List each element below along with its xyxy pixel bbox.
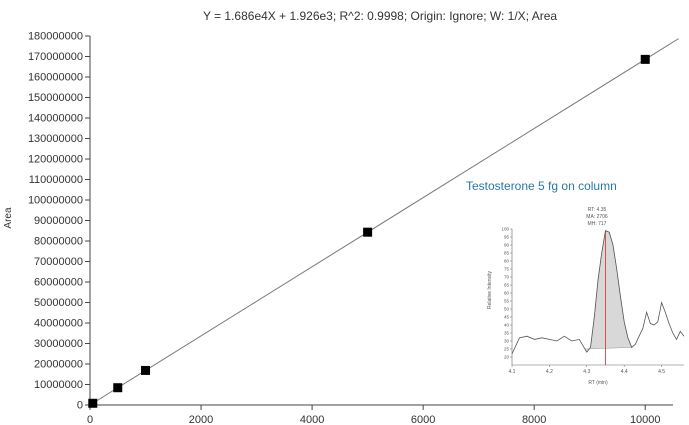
inset-y-tick-label: 35 <box>504 331 510 336</box>
x-tick-label: 8000 <box>522 414 546 425</box>
y-tick-label: 110000000 <box>29 174 83 186</box>
y-tick-label: 140000000 <box>28 113 83 125</box>
inset-peak-annotation-rt: RT: 4.35 <box>588 207 607 213</box>
y-tick-label: 50000000 <box>34 297 83 309</box>
y-tick-label: 130000000 <box>28 133 83 145</box>
inset-y-tick-label: 80 <box>504 259 510 264</box>
x-tick-label: 10000 <box>630 414 661 425</box>
inset-chromatogram: Testosterone 5 fg on column RT: 4.35 MA:… <box>466 179 685 386</box>
inset-x-axis-label: RT (min) <box>588 380 608 386</box>
y-tick-label: 160000000 <box>28 72 83 84</box>
inset-y-tick-label: 85 <box>504 251 510 256</box>
regression-line <box>89 38 679 406</box>
data-point <box>640 54 650 64</box>
inset-x-tick-label: 4.1 <box>509 369 516 375</box>
y-tick-label: 180000000 <box>28 31 83 43</box>
y-tick-label: 90000000 <box>34 215 83 227</box>
y-tick-label: 70000000 <box>34 256 83 268</box>
inset-y-tick-label: 90 <box>504 243 510 248</box>
inset-y-axis-label: Relative Intensity <box>487 270 493 309</box>
y-tick-label: 60000000 <box>34 277 83 289</box>
inset-peak-annotation-ma: MA: 2706 <box>586 214 608 220</box>
inset-y-tick-label: 45 <box>504 315 510 320</box>
inset-title: Testosterone 5 fg on column <box>466 179 617 193</box>
inset-plot: 20 25 30 35 40 45 50 55 60 65 70 75 80 85 90 95 100 4.1 4.… <box>501 227 685 375</box>
data-point <box>113 383 123 393</box>
x-tick-label: 4000 <box>300 414 324 425</box>
inset-x-tick-label: 4.3 <box>583 369 590 375</box>
main-y-axis-label: Area <box>3 207 14 229</box>
inset-y-tick-label: 95 <box>504 235 510 240</box>
x-tick-label: 6000 <box>411 414 435 425</box>
y-tick-label: 100000000 <box>28 195 83 207</box>
main-chart-title: Y = 1.686e4X + 1.926e3; R^2: 0.9998; Ori… <box>203 9 557 23</box>
inset-y-tick-label: 55 <box>504 299 510 304</box>
inset-x-tick-label: 4.2 <box>546 369 553 375</box>
y-tick-label: 20000000 <box>34 359 83 371</box>
inset-y-tick-label: 50 <box>504 307 510 312</box>
y-tick-label: 0 <box>77 400 83 412</box>
inset-y-tick-label: 100 <box>501 227 509 232</box>
inset-x-tick-label: 4.5 <box>658 369 665 375</box>
y-tick-label: 30000000 <box>34 338 83 350</box>
y-tick-label: 150000000 <box>28 92 83 104</box>
data-point <box>88 398 98 408</box>
x-tick-label: 2000 <box>189 414 213 425</box>
inset-chromatogram-trace <box>511 230 685 354</box>
inset-y-tick-label: 75 <box>504 267 510 272</box>
inset-peak-annotation-mh: MH: 717 <box>588 221 607 227</box>
inset-y-tick-label: 65 <box>504 283 510 288</box>
data-point <box>363 227 373 237</box>
y-tick-label: 40000000 <box>34 318 83 330</box>
inset-y-tick-label: 20 <box>504 355 510 360</box>
inset-x-tick-label: 4.4 <box>621 369 628 375</box>
inset-y-tick-label: 70 <box>504 275 510 280</box>
y-tick-label: 80000000 <box>34 236 83 248</box>
data-point <box>141 365 151 375</box>
y-tick-label: 170000000 <box>28 51 83 63</box>
main-plot: 0 10000000 20000000 30000000 40000000 5000000… <box>28 31 679 425</box>
y-tick-label: 120000000 <box>28 154 83 166</box>
y-tick-label: 10000000 <box>34 379 83 391</box>
x-tick-label: 0 <box>87 414 93 425</box>
inset-y-tick-label: 40 <box>504 323 510 328</box>
inset-y-tick-label: 25 <box>504 347 510 352</box>
inset-y-tick-label: 30 <box>504 339 510 344</box>
inset-y-tick-label: 60 <box>504 291 510 296</box>
